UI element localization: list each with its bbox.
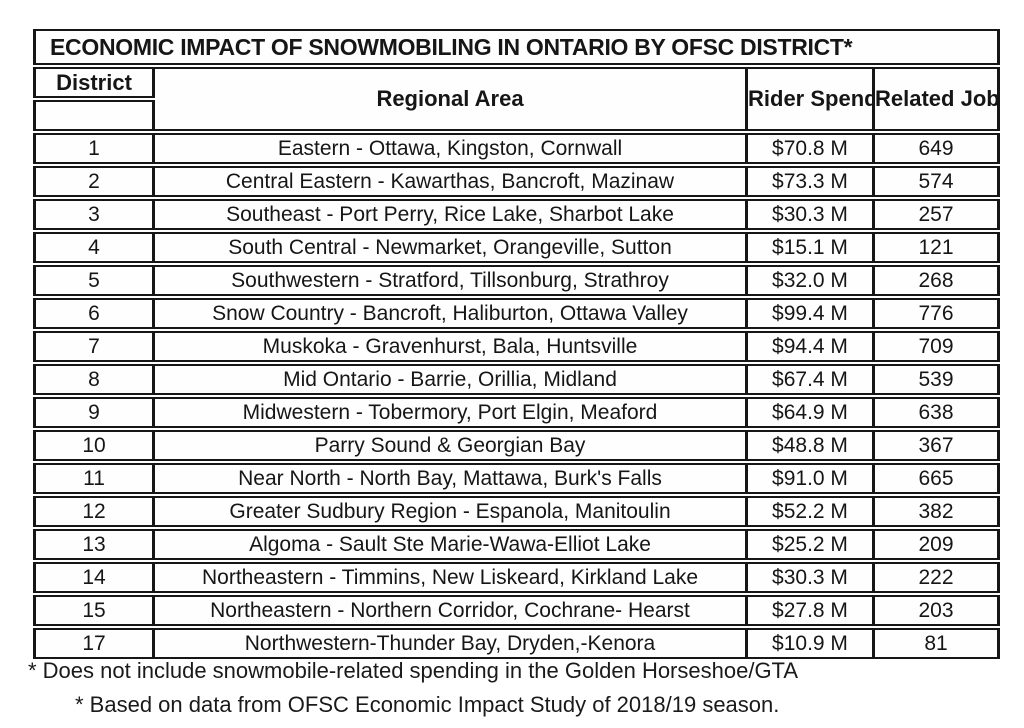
table-row: 10 Parry Sound & Georgian Bay $48.8 M 36…: [33, 430, 1001, 461]
related-jobs-cell: 382: [875, 496, 1001, 527]
table-row: 1 Eastern - Ottawa, Kingston, Cornwall $…: [33, 133, 1001, 164]
table-row: 4 South Central - Newmarket, Orangeville…: [33, 232, 1001, 263]
district-cell: 5: [33, 265, 155, 296]
related-jobs-cell: 709: [875, 331, 1001, 362]
regional-area-cell: Northeastern - Northern Corridor, Cochra…: [155, 595, 748, 626]
district-cell: 12: [33, 496, 155, 527]
regional-area-cell: Near North - North Bay, Mattawa, Burk's …: [155, 463, 748, 494]
rider-spending-cell: $70.8 M: [748, 133, 875, 164]
regional-area-cell: Northwestern-Thunder Bay, Dryden,-Kenora: [155, 628, 748, 659]
header-row: District Regional Area Rider Spending Re…: [33, 67, 1001, 131]
district-cell: 4: [33, 232, 155, 263]
table-row: 17 Northwestern-Thunder Bay, Dryden,-Ken…: [33, 628, 1001, 659]
table-title: ECONOMIC IMPACT OF SNOWMOBILING IN ONTAR…: [33, 29, 1001, 65]
district-cell: 14: [33, 562, 155, 593]
district-cell: 17: [33, 628, 155, 659]
table-row: 8 Mid Ontario - Barrie, Orillia, Midland…: [33, 364, 1001, 395]
regional-area-cell: Snow Country - Bancroft, Haliburton, Ott…: [155, 298, 748, 329]
district-cell: 10: [33, 430, 155, 461]
regional-area-cell: South Central - Newmarket, Orangeville, …: [155, 232, 748, 263]
regional-area-cell: Muskoka - Gravenhurst, Bala, Huntsville: [155, 331, 748, 362]
footnote-gta: * Does not include snowmobile-related sp…: [28, 658, 799, 683]
footnote-source: * Based on data from OFSC Economic Impac…: [75, 692, 780, 717]
related-jobs-cell: 649: [875, 133, 1001, 164]
related-jobs-cell: 257: [875, 199, 1001, 230]
district-cell: 1: [33, 133, 155, 164]
table-row: 3 Southeast - Port Perry, Rice Lake, Sha…: [33, 199, 1001, 230]
rider-spending-cell: $91.0 M: [748, 463, 875, 494]
table-row: 11 Near North - North Bay, Mattawa, Burk…: [33, 463, 1001, 494]
regional-area-cell: Southeast - Port Perry, Rice Lake, Sharb…: [155, 199, 748, 230]
column-header-district: District: [33, 67, 155, 98]
table-row: 7 Muskoka - Gravenhurst, Bala, Huntsvill…: [33, 331, 1001, 362]
rider-spending-cell: $30.3 M: [748, 562, 875, 593]
rider-spending-cell: $73.3 M: [748, 166, 875, 197]
rider-spending-cell: $10.9 M: [748, 628, 875, 659]
regional-area-cell: Greater Sudbury Region - Espanola, Manit…: [155, 496, 748, 527]
related-jobs-cell: 81: [875, 628, 1001, 659]
rider-spending-cell: $32.0 M: [748, 265, 875, 296]
related-jobs-cell: 222: [875, 562, 1001, 593]
district-header-empty-cell: [33, 100, 155, 131]
column-header-regional-area: Regional Area: [155, 67, 748, 131]
district-cell: 7: [33, 331, 155, 362]
rider-spending-cell: $94.4 M: [748, 331, 875, 362]
rider-spending-cell: $30.3 M: [748, 199, 875, 230]
rider-spending-cell: $64.9 M: [748, 397, 875, 428]
footnotes: * Does not include snowmobile-related sp…: [28, 655, 798, 721]
district-cell: 6: [33, 298, 155, 329]
regional-area-cell: Southwestern - Stratford, Tillsonburg, S…: [155, 265, 748, 296]
related-jobs-cell: 268: [875, 265, 1001, 296]
table-row: 5 Southwestern - Stratford, Tillsonburg,…: [33, 265, 1001, 296]
rider-spending-cell: $27.8 M: [748, 595, 875, 626]
economic-impact-table: ECONOMIC IMPACT OF SNOWMOBILING IN ONTAR…: [33, 27, 1001, 661]
regional-area-cell: Midwestern - Tobermory, Port Elgin, Meaf…: [155, 397, 748, 428]
rider-spending-cell: $48.8 M: [748, 430, 875, 461]
related-jobs-cell: 209: [875, 529, 1001, 560]
related-jobs-cell: 638: [875, 397, 1001, 428]
rider-spending-cell: $15.1 M: [748, 232, 875, 263]
title-row: ECONOMIC IMPACT OF SNOWMOBILING IN ONTAR…: [33, 29, 1001, 65]
table-row: 13 Algoma - Sault Ste Marie-Wawa-Elliot …: [33, 529, 1001, 560]
table-row: 14 Northeastern - Timmins, New Liskeard,…: [33, 562, 1001, 593]
district-cell: 3: [33, 199, 155, 230]
column-header-rider-spending: Rider Spending: [748, 67, 875, 131]
table-row: 6 Snow Country - Bancroft, Haliburton, O…: [33, 298, 1001, 329]
district-cell: 2: [33, 166, 155, 197]
rider-spending-cell: $52.2 M: [748, 496, 875, 527]
rider-spending-cell: $99.4 M: [748, 298, 875, 329]
regional-area-cell: Mid Ontario - Barrie, Orillia, Midland: [155, 364, 748, 395]
district-cell: 11: [33, 463, 155, 494]
related-jobs-cell: 203: [875, 595, 1001, 626]
regional-area-cell: Northeastern - Timmins, New Liskeard, Ki…: [155, 562, 748, 593]
related-jobs-cell: 121: [875, 232, 1001, 263]
related-jobs-cell: 539: [875, 364, 1001, 395]
district-cell: 15: [33, 595, 155, 626]
table-row: 15 Northeastern - Northern Corridor, Coc…: [33, 595, 1001, 626]
table-row: 12 Greater Sudbury Region - Espanola, Ma…: [33, 496, 1001, 527]
related-jobs-cell: 776: [875, 298, 1001, 329]
rider-spending-cell: $67.4 M: [748, 364, 875, 395]
district-cell: 8: [33, 364, 155, 395]
regional-area-cell: Central Eastern - Kawarthas, Bancroft, M…: [155, 166, 748, 197]
regional-area-cell: Parry Sound & Georgian Bay: [155, 430, 748, 461]
related-jobs-cell: 367: [875, 430, 1001, 461]
header-subrow: [33, 100, 1000, 131]
district-cell: 13: [33, 529, 155, 560]
regional-area-cell: Eastern - Ottawa, Kingston, Cornwall: [155, 133, 748, 164]
district-cell: 9: [33, 397, 155, 428]
rider-spending-cell: $25.2 M: [748, 529, 875, 560]
related-jobs-cell: 665: [875, 463, 1001, 494]
table-row: 2 Central Eastern - Kawarthas, Bancroft,…: [33, 166, 1001, 197]
regional-area-cell: Algoma - Sault Ste Marie-Wawa-Elliot Lak…: [155, 529, 748, 560]
table-row: 9 Midwestern - Tobermory, Port Elgin, Me…: [33, 397, 1001, 428]
related-jobs-cell: 574: [875, 166, 1001, 197]
column-header-related-jobs: Related Jobs: [875, 67, 1001, 131]
